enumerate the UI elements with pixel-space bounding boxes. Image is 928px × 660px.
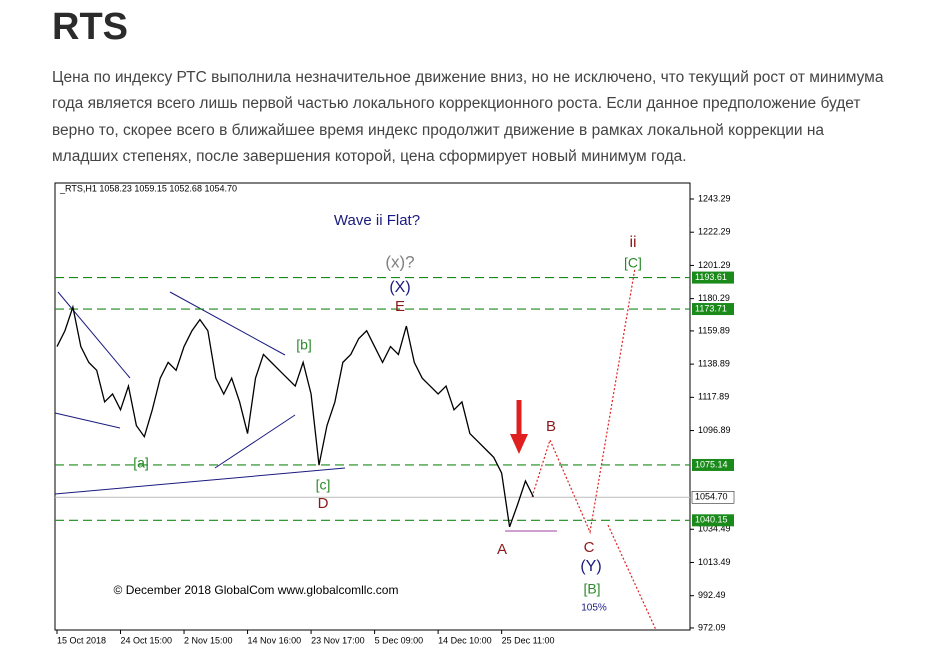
price-line bbox=[56, 304, 534, 528]
y-tick-label: 1013.49 bbox=[698, 557, 731, 567]
level-label: 1040.15 bbox=[695, 515, 728, 525]
x-tick-label: 25 Dec 11:00 bbox=[502, 635, 555, 645]
chart-title: Wave ii Flat? bbox=[334, 212, 420, 229]
wave-label: © December 2018 GlobalCom www.globalcoml… bbox=[114, 583, 399, 597]
page-title: RTS bbox=[52, 6, 128, 48]
paragraph-line: верно то, скорее всего в ближайшее время… bbox=[52, 121, 825, 139]
wave-label: B bbox=[546, 418, 556, 435]
paragraph-line: Цена по индексу РТС выполнила незначител… bbox=[52, 69, 884, 86]
current-price-label: 1054.70 bbox=[695, 492, 728, 502]
level-label-box bbox=[692, 458, 734, 471]
x-tick-label: 15 Oct 2018 bbox=[57, 635, 106, 645]
level-label: 1075.14 bbox=[695, 459, 728, 469]
trendline bbox=[57, 291, 131, 379]
arrow-head bbox=[510, 434, 528, 454]
y-tick-label: 1138.89 bbox=[698, 359, 730, 369]
wave-label: E bbox=[395, 298, 405, 315]
wave-label: ii bbox=[629, 234, 636, 251]
y-tick-label: 1034.49 bbox=[698, 524, 731, 534]
trendline bbox=[214, 414, 296, 469]
projection-path bbox=[607, 524, 657, 631]
trendlines bbox=[54, 291, 557, 532]
trendline bbox=[54, 412, 121, 429]
y-tick-label: 992.49 bbox=[698, 590, 726, 600]
y-tick-label: 1117.89 bbox=[698, 392, 729, 402]
level-label-box bbox=[692, 303, 734, 316]
paragraph: Цена по индексу РТС выполнила незначител… bbox=[52, 65, 883, 170]
y-tick-label: 1243.29 bbox=[698, 193, 731, 203]
x-tick-label: 5 Dec 09:00 bbox=[375, 635, 424, 645]
wave-label: (Y) bbox=[580, 558, 601, 575]
wave-label: (x)? bbox=[385, 252, 414, 271]
wave-label: [a] bbox=[133, 455, 149, 471]
y-tick-label: 1180.29 bbox=[698, 293, 730, 303]
current-price-box bbox=[691, 491, 735, 504]
level-label-box bbox=[692, 514, 734, 527]
wave-label: 105% bbox=[581, 603, 607, 614]
y-tick-label: 972.09 bbox=[698, 622, 726, 632]
paragraph-line: года является всего лишь первой частью л… bbox=[52, 95, 861, 113]
y-tick-label: 1159.89 bbox=[698, 325, 730, 335]
wave-label: [b] bbox=[296, 337, 312, 353]
trendline bbox=[169, 291, 286, 356]
y-tick-label: 1096.89 bbox=[698, 425, 731, 435]
plot-frame bbox=[54, 182, 691, 631]
level-label: 1173.71 bbox=[695, 303, 727, 313]
wave-label: C bbox=[584, 539, 595, 556]
wave-label: D bbox=[318, 495, 329, 512]
x-tick-label: 2 Nov 15:00 bbox=[184, 635, 233, 645]
projection-path bbox=[531, 267, 636, 535]
level-label-box bbox=[692, 271, 734, 284]
wave-label: A bbox=[497, 541, 507, 558]
y-tick-label: 1201.29 bbox=[698, 260, 731, 270]
x-tick-label: 14 Dec 10:00 bbox=[438, 635, 492, 645]
paragraph-line: младших степенях, после завершения котор… bbox=[52, 147, 687, 165]
chart-info: _RTS,H1 1058.23 1059.15 1052.68 1054.70 bbox=[59, 183, 237, 193]
projection bbox=[531, 267, 657, 631]
x-tick-label: 14 Nov 16:00 bbox=[248, 635, 302, 645]
level-label: 1193.61 bbox=[695, 272, 727, 282]
red-arrow bbox=[510, 400, 528, 454]
x-tick-label: 23 Nov 17:00 bbox=[311, 635, 365, 645]
x-tick-label: 24 Oct 15:00 bbox=[121, 635, 173, 645]
wave-label: (X) bbox=[389, 279, 410, 296]
wave-label: [c] bbox=[316, 477, 331, 493]
y-tick-label: 1222.29 bbox=[698, 227, 731, 237]
wave-label: [C] bbox=[624, 255, 642, 271]
wave-label: [B] bbox=[583, 581, 600, 597]
trendline bbox=[54, 467, 346, 495]
